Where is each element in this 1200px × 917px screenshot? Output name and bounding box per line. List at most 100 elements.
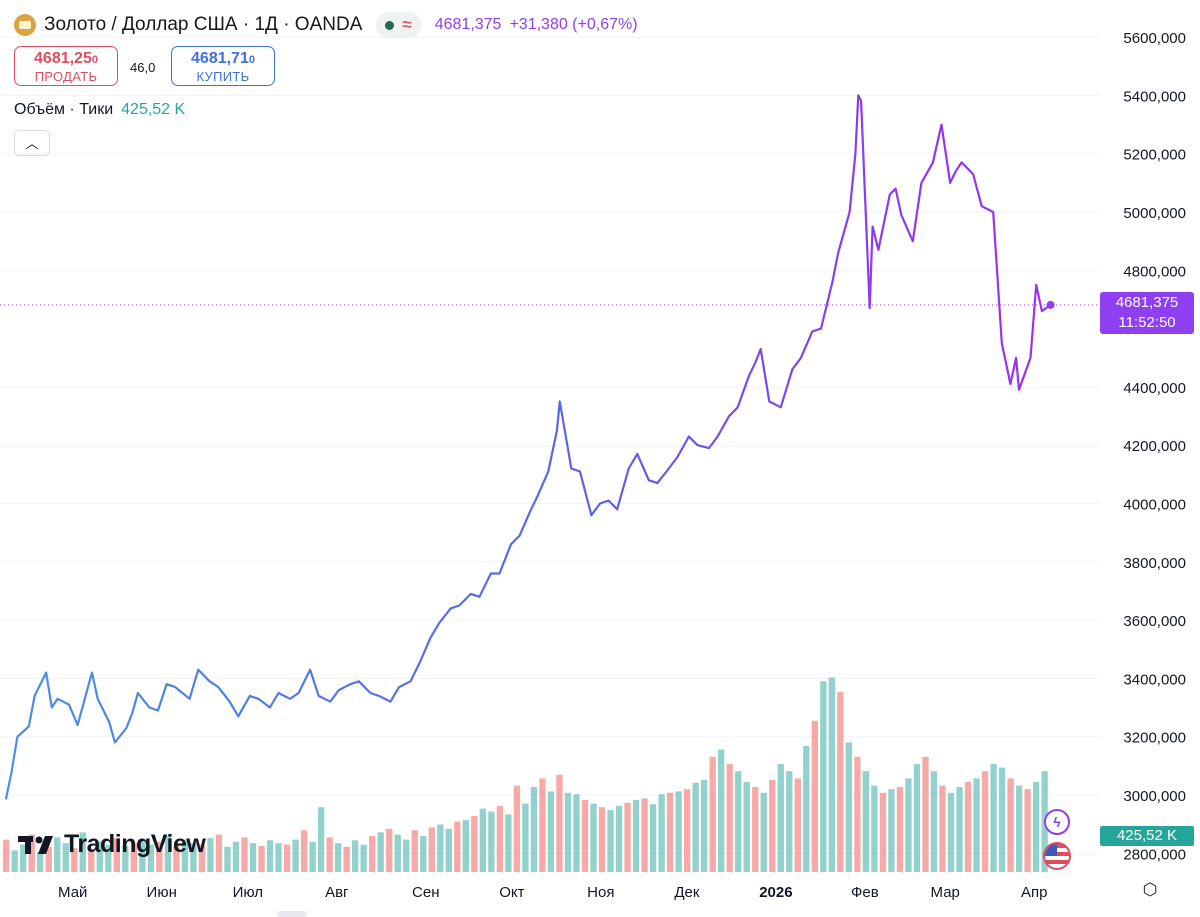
volume-bar — [888, 789, 895, 872]
collapse-legend-button[interactable]: ︿ — [14, 130, 50, 156]
volume-bar — [386, 828, 393, 872]
volume-bar — [300, 830, 308, 872]
volume-bar — [615, 805, 623, 872]
volume-bar — [317, 807, 325, 872]
volume-bar — [845, 742, 853, 872]
tradingview-logo[interactable]: TradingView — [18, 830, 206, 859]
volume-bar — [266, 840, 274, 872]
chevron-up-icon: ︿ — [25, 136, 39, 151]
volume-bar — [828, 677, 835, 872]
y-tick-label: 4400,000 — [1123, 380, 1186, 397]
y-tick-label: 3800,000 — [1123, 555, 1186, 572]
us-flag-icon[interactable] — [1043, 842, 1071, 870]
volume-bar — [360, 844, 367, 872]
y-tick-label: 4200,000 — [1123, 438, 1186, 455]
volume-bar — [590, 803, 597, 872]
volume-bar — [947, 792, 955, 872]
volume-bar — [854, 756, 861, 872]
volume-bar — [505, 814, 512, 872]
symbol-title[interactable]: Золото / Доллар США · 1Д · OANDA — [44, 14, 363, 35]
volume-bar — [675, 791, 682, 872]
volume-bar — [147, 844, 155, 872]
y-tick-label: 5200,000 — [1123, 147, 1186, 164]
volume-bar — [454, 821, 461, 872]
volume-bar — [862, 771, 870, 872]
y-tick-label: 2800,000 — [1123, 846, 1186, 863]
volume-bar — [258, 846, 265, 872]
volume-bar — [377, 832, 384, 872]
volume-bar — [479, 808, 486, 872]
volume-bar — [11, 850, 18, 872]
volume-legend[interactable]: Объём · Тики 425,52 K — [14, 101, 185, 119]
volume-bar — [632, 800, 640, 872]
volume-bar — [54, 837, 61, 872]
volume-bar — [811, 720, 818, 872]
volume-bar — [1024, 789, 1031, 872]
volume-bar — [726, 764, 733, 872]
volume-bar — [198, 844, 206, 872]
volume-bar — [156, 841, 163, 872]
x-tick-label: Сен — [412, 884, 439, 901]
volume-bar — [437, 824, 444, 872]
x-tick-label: Фев — [851, 884, 879, 901]
volume-bar — [445, 828, 452, 872]
volume-bar — [471, 815, 478, 872]
volume-bar — [939, 785, 946, 872]
volume-bar — [998, 767, 1006, 872]
volume-bars — [3, 677, 1048, 872]
volume-bar — [1015, 785, 1023, 872]
y-tick-label: 5600,000 — [1123, 30, 1186, 47]
sell-price: 4681,25 — [34, 50, 92, 67]
volume-bar — [28, 834, 35, 872]
settings-hexagon-icon[interactable]: ⬡ — [1142, 880, 1158, 899]
volume-bar — [981, 771, 989, 872]
scrollbar-handle[interactable] — [277, 911, 307, 917]
volume-bar — [871, 785, 878, 872]
volume-bar — [71, 848, 78, 872]
x-tick-label: Ноя — [587, 884, 614, 901]
volume-bar — [249, 843, 257, 872]
spread-value: 46,0 — [130, 60, 156, 75]
volume-bar — [803, 746, 810, 872]
volume-bar — [598, 807, 606, 872]
volume-bar — [820, 681, 827, 872]
market-open-dot-icon — [385, 20, 395, 30]
volume-bar — [581, 800, 589, 872]
volume-bar — [334, 843, 342, 872]
volume-bar — [692, 782, 699, 872]
volume-bar — [164, 836, 172, 872]
volume-bar — [326, 837, 333, 872]
sell-price-small: 0 — [91, 54, 98, 66]
volume-bar — [45, 846, 52, 872]
volume-bar — [224, 846, 231, 872]
header-price: 4681,375 — [434, 16, 502, 33]
x-tick-label: Июл — [233, 884, 263, 901]
volume-bar — [428, 827, 435, 872]
y-tick-label: 3200,000 — [1123, 730, 1186, 747]
last-price-dot — [1046, 300, 1055, 309]
last-price-tag: 4681,375 11:52:50 — [1100, 292, 1194, 334]
volume-bar — [743, 782, 750, 872]
volume-bar — [905, 778, 912, 872]
market-status-pill[interactable]: ≈ — [376, 12, 421, 38]
buy-price: 4681,71 — [191, 50, 249, 67]
volume-bar — [837, 692, 844, 872]
volume-bar — [913, 764, 921, 872]
x-tick-label: Дек — [674, 884, 700, 901]
x-tick-label: Май — [58, 884, 87, 901]
sell-label: ПРОДАТЬ — [34, 69, 98, 84]
volume-bar — [241, 837, 248, 872]
buy-button[interactable]: 4681,710 КУПИТЬ — [171, 46, 275, 86]
x-tick-label: Июн — [147, 884, 177, 901]
volume-bar — [513, 785, 521, 872]
last-price-tag-time: 11:52:50 — [1118, 314, 1176, 331]
volume-bar — [522, 803, 529, 872]
volume-bar — [275, 843, 282, 872]
price-series-line — [4, 94, 1052, 800]
flash-icon[interactable]: ϟ — [1044, 809, 1070, 835]
y-tick-label: 5000,000 — [1123, 205, 1186, 222]
volume-bar — [666, 792, 674, 872]
sell-button[interactable]: 4681,250 ПРОДАТЬ — [14, 46, 118, 86]
volume-bar — [232, 841, 240, 872]
